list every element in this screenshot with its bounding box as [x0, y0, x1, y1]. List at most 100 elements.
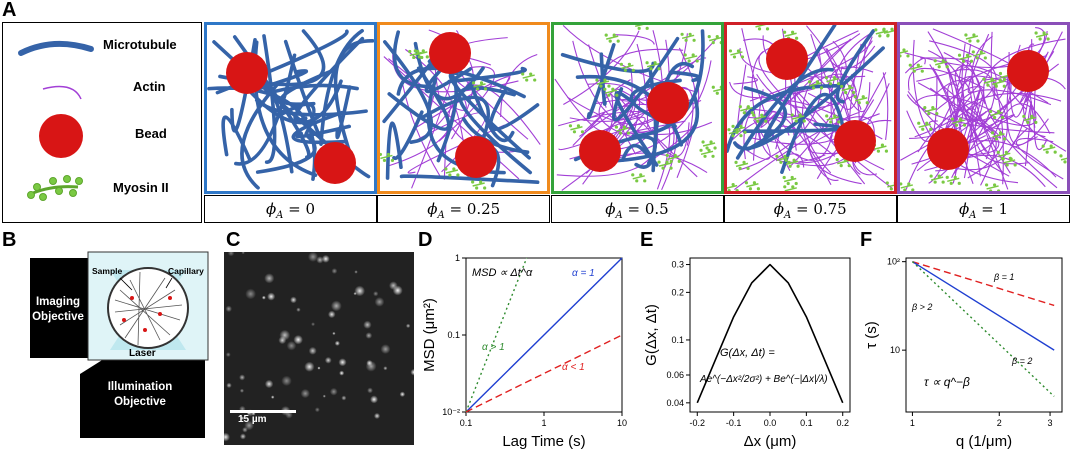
network-panel — [550, 22, 724, 194]
fluorescent-particle — [367, 387, 373, 394]
myosin-cluster — [656, 160, 673, 170]
actin-filament — [1011, 128, 1038, 148]
actin-filament — [743, 99, 883, 160]
fluorescent-particle — [410, 368, 414, 376]
myosin-cluster — [996, 150, 1012, 160]
myosin-cluster — [933, 59, 949, 69]
myosin-cluster — [602, 87, 618, 97]
microtubule-filament — [262, 34, 277, 164]
x-tick-label: 0.0 — [764, 418, 777, 428]
fluorescent-particle — [332, 331, 336, 336]
phi-label: ϕA = 1 — [897, 195, 1070, 223]
microtubule-filament — [234, 53, 297, 166]
fluorescent-particle — [330, 300, 342, 312]
actin-filament — [566, 39, 670, 125]
phi-value: = 1 — [976, 200, 1009, 218]
microtubule-filament — [400, 174, 540, 185]
series-line — [912, 260, 1055, 307]
myosin-cluster — [755, 25, 769, 31]
myosin-cluster — [472, 81, 488, 91]
legend-graphics — [18, 40, 94, 201]
actin-filament — [950, 114, 1015, 152]
microtubule-filament — [586, 42, 616, 120]
myosin-cluster — [988, 109, 1005, 120]
myosin-cluster — [885, 181, 894, 191]
x-axis-label: q (1/μm) — [956, 433, 1012, 450]
network-panels: ϕA = 0 ϕA = 0.25 ϕA = 0.5 ϕA = 0.75 ϕA = 1 — [204, 22, 1070, 223]
fluorescent-particle — [331, 268, 338, 274]
phi-value: = 0.25 — [444, 200, 501, 218]
myosin-cluster — [929, 174, 945, 184]
fluorescent-particle — [314, 407, 320, 413]
y-axis-label: MSD (μm²) — [421, 298, 438, 372]
microtubule-filament — [763, 25, 837, 139]
myosin-cluster — [727, 128, 743, 138]
myosin-cluster — [380, 152, 395, 163]
y-tick-label: 0.1 — [447, 330, 460, 340]
phi-subscript: A — [783, 210, 792, 221]
microtubule-filament — [335, 85, 352, 140]
phi-subscript: A — [276, 210, 284, 221]
fluorescent-particle — [307, 252, 319, 262]
network-graphic — [726, 25, 894, 191]
y-tick-label: 0.1 — [671, 335, 684, 345]
actin-filament — [760, 38, 851, 128]
phi-symbol: ϕ — [605, 200, 616, 218]
fluorescent-particle — [329, 387, 338, 396]
microtubule-filament — [489, 88, 540, 132]
microtubule-filament — [295, 124, 352, 139]
bead — [429, 32, 472, 74]
actin-filament — [958, 61, 986, 105]
panel-label-c: C — [226, 229, 241, 251]
x-tick-label: 1 — [910, 418, 915, 428]
myosin-cluster — [990, 78, 1006, 88]
microtubule-filament — [447, 66, 528, 84]
actin-filament — [801, 33, 860, 174]
series-label: β > 2 — [911, 302, 932, 312]
micrograph-particles — [224, 252, 414, 442]
myosin-cluster — [923, 106, 939, 116]
fluorescent-particle — [240, 416, 245, 421]
myosin-cluster — [839, 84, 855, 95]
fluorescent-particle — [300, 388, 310, 399]
fluorescent-particle — [405, 323, 411, 329]
phi-label: ϕA = 0.25 — [377, 195, 551, 223]
network-panel — [204, 22, 377, 194]
microtubule-icon — [18, 40, 94, 56]
fluorescent-particle — [239, 433, 247, 440]
series-line — [696, 263, 844, 404]
bead — [226, 52, 268, 94]
panel-label-f: F — [860, 229, 873, 251]
actin-filament — [933, 79, 973, 179]
myosin-cluster — [824, 76, 840, 86]
microtubule-filament — [743, 86, 787, 151]
microtubule-filament — [742, 122, 842, 134]
fluorescent-particle — [324, 356, 332, 364]
myosin-cluster — [568, 124, 584, 134]
legend-box: Microtubule Actin Bead Myosin II — [2, 22, 202, 223]
myosin-cluster — [726, 182, 739, 191]
phi-subscript: A — [969, 210, 977, 221]
actin-filament — [914, 52, 981, 138]
myosin-cluster — [614, 125, 630, 135]
series-label: α = 1 — [572, 268, 595, 279]
actin-filament — [971, 108, 1009, 190]
myosin-cluster — [900, 48, 910, 58]
myosin-cluster — [782, 175, 798, 186]
actin-filament — [985, 103, 1051, 160]
series-label: α > 1 — [482, 342, 505, 353]
fluorescent-particle — [245, 288, 257, 300]
fluorescent-particle — [373, 412, 381, 420]
fluorescent-particle — [374, 297, 385, 307]
phi-value: = 0.5 — [622, 200, 669, 218]
x-tick-label: -0.1 — [726, 418, 742, 428]
fluorescent-particle — [341, 395, 347, 401]
actin-filament — [904, 57, 926, 74]
myosin-cluster — [707, 35, 721, 45]
fluorescent-particle — [242, 426, 248, 433]
actin-filament — [571, 40, 712, 136]
myosin-cluster — [945, 175, 961, 185]
myosin-cluster — [824, 114, 841, 124]
actin-filament — [752, 110, 832, 186]
fluorescent-particle — [293, 334, 303, 345]
